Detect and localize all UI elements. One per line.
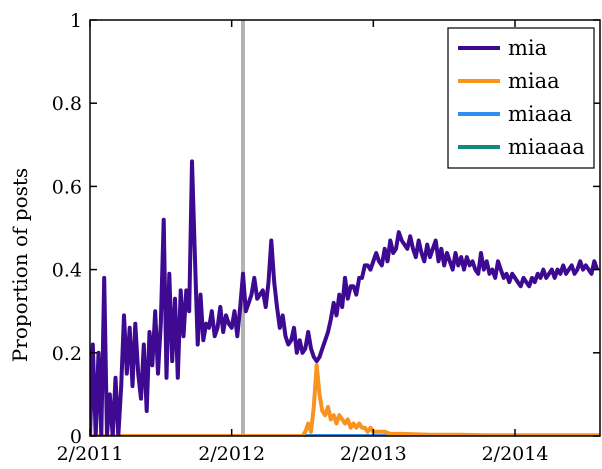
- series-line-miaa: [90, 363, 600, 436]
- legend-label-miaa: miaa: [508, 69, 560, 93]
- y-tick-label: 0.2: [52, 343, 82, 365]
- plot-frame: [89, 19, 601, 437]
- y-axis: 0 0.2 0.4 0.6 0.8 1: [52, 10, 600, 448]
- legend-label-mia: mia: [508, 36, 547, 60]
- y-tick-label: 0.6: [52, 176, 82, 198]
- y-tick-label: 0.8: [52, 93, 82, 115]
- legend: mia miaa miaaa miaaaa: [447, 27, 595, 169]
- x-axis: 2/2011 2/2012 2/2013 2/2014: [57, 20, 549, 465]
- legend-label-miaaaa: miaaaa: [508, 135, 585, 159]
- x-tick-label: 2/2014: [482, 443, 549, 465]
- x-tick-label: 2/2013: [340, 443, 407, 465]
- series-line-mia: [90, 159, 600, 436]
- y-tick-label: 1: [70, 10, 82, 32]
- x-tick-label: 2/2011: [57, 443, 124, 465]
- y-tick-label: 0.4: [52, 260, 82, 282]
- legend-box: [447, 27, 595, 169]
- y-tick-label: 0: [70, 426, 82, 448]
- y-axis-label: Proportion of posts: [8, 168, 32, 362]
- x-tick-label: 2/2012: [198, 443, 265, 465]
- legend-label-miaaa: miaaa: [508, 102, 572, 126]
- plot-area: [89, 19, 601, 437]
